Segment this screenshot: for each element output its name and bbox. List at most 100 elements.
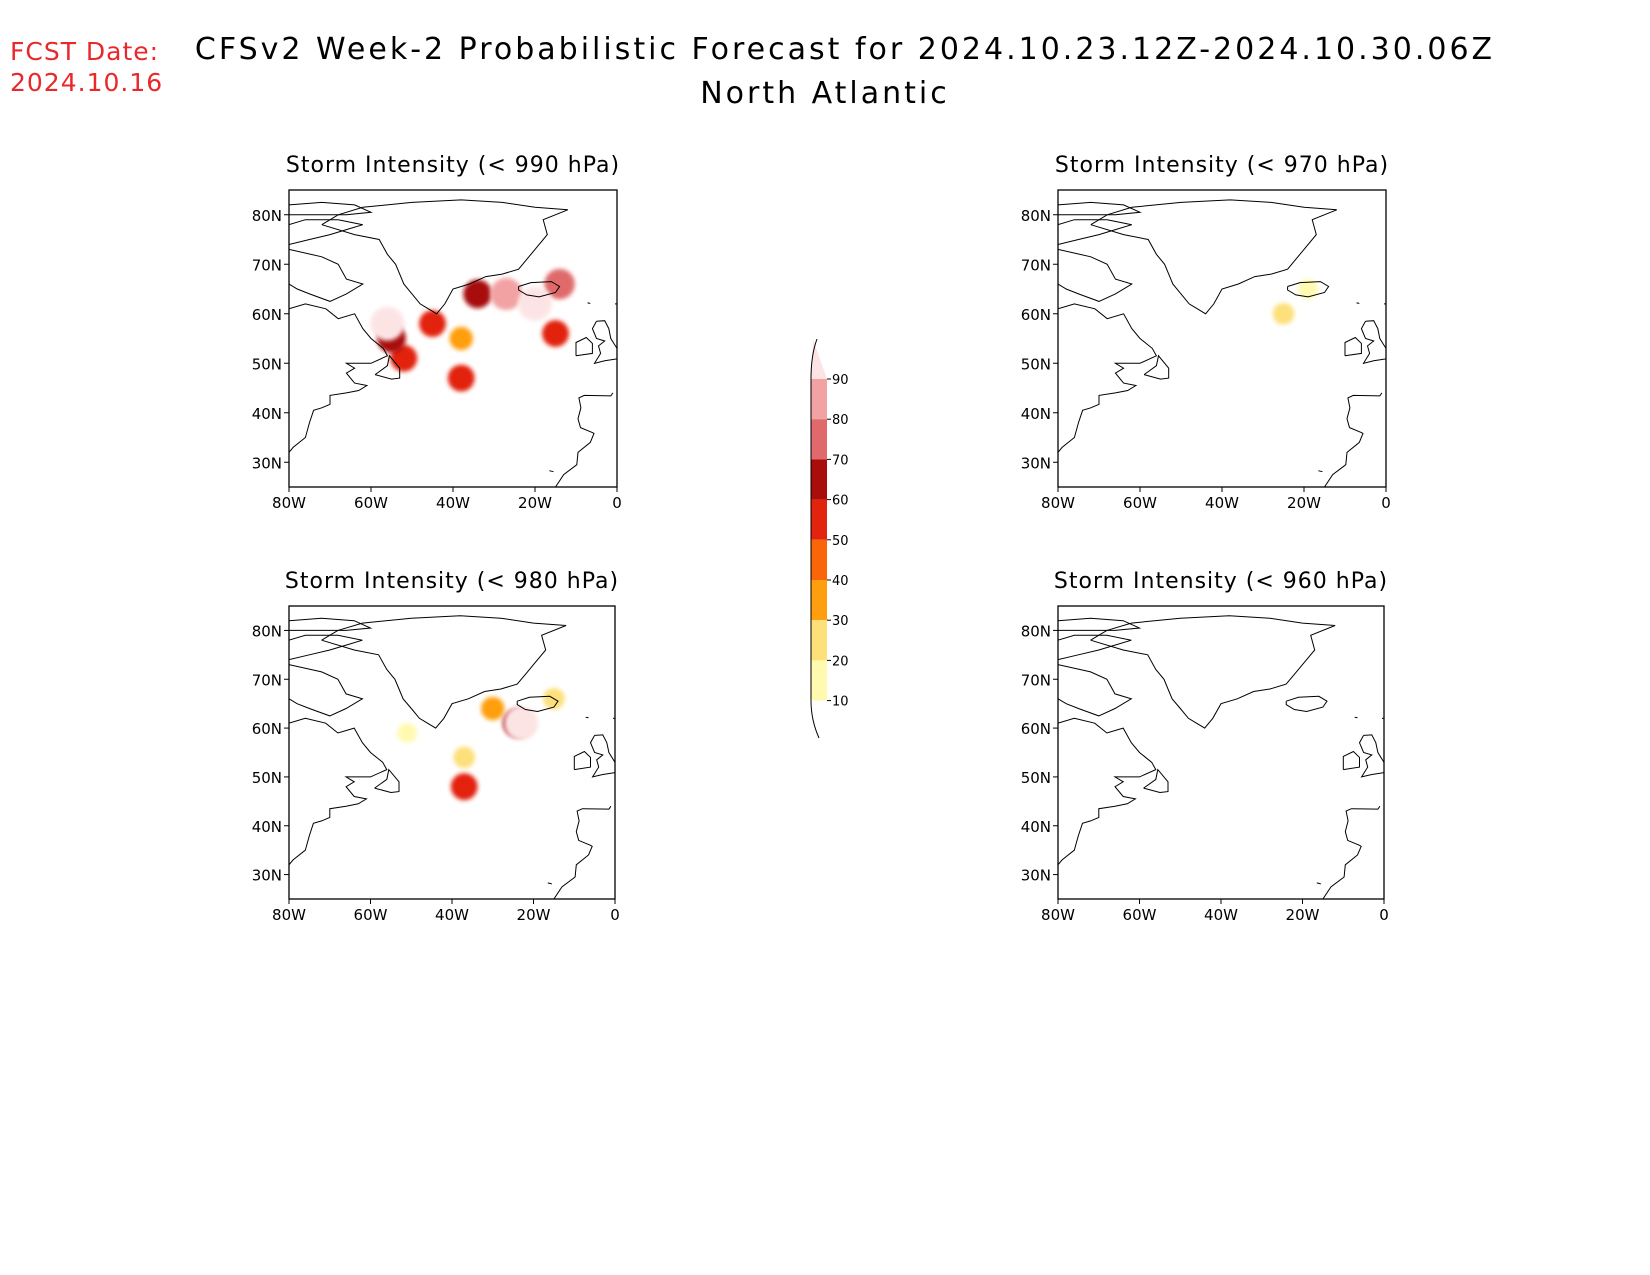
colorbar-label: 20 — [832, 654, 849, 669]
lat-tick-label: 60N — [1021, 720, 1051, 738]
probability-cell — [397, 723, 418, 743]
probability-cell — [449, 326, 473, 351]
panel-title: Storm Intensity (< 980 hPa) — [285, 569, 619, 594]
panel-title: Storm Intensity (< 970 hPa) — [1055, 153, 1389, 178]
forecast-date-block: FCST Date: 2024.10.16 — [10, 36, 163, 98]
lat-tick-label: 50N — [252, 769, 282, 787]
coastline — [374, 354, 401, 380]
map-panel-960: Storm Intensity (< 960 hPa) 80W 60W 40W 20W 0… — [1021, 569, 1389, 924]
lat-tick-label: 30N — [252, 454, 282, 472]
colorbar-label: 10 — [832, 695, 849, 710]
coastline — [1058, 303, 1158, 453]
colorbar-label: 70 — [832, 453, 849, 468]
colorbar-swatch — [811, 660, 827, 701]
coastline — [1318, 470, 1323, 473]
lon-tick-label: 0 — [1381, 494, 1391, 512]
coastline — [591, 320, 617, 365]
coastline — [321, 199, 568, 315]
coastline — [575, 336, 593, 357]
lat-tick-label: 50N — [1021, 769, 1051, 787]
probability-cell — [1272, 302, 1295, 325]
coastline — [587, 302, 591, 304]
lat-tick-label: 80N — [1021, 622, 1051, 640]
lat-tick-label: 70N — [252, 256, 282, 274]
map-frame — [1057, 189, 1387, 488]
lon-tick-label: 80W — [1041, 906, 1075, 924]
colorbar-swatch — [811, 379, 827, 420]
coastline — [1285, 695, 1328, 713]
colorbar-swatch — [811, 580, 827, 621]
lat-tick-label: 80N — [252, 207, 282, 225]
probability-cell — [542, 320, 569, 347]
coastline — [1322, 805, 1381, 899]
coastline — [1316, 882, 1321, 885]
lat-tick-label: 60N — [1021, 306, 1051, 324]
probability-cell — [447, 364, 475, 392]
panel-title: Storm Intensity (< 960 hPa) — [1054, 569, 1388, 594]
lon-tick-label: 60W — [354, 906, 388, 924]
coastline — [1090, 199, 1337, 315]
lat-tick-label: 70N — [1021, 671, 1051, 689]
coastline — [1143, 354, 1170, 380]
lat-tick-label: 30N — [1021, 454, 1051, 472]
coastline — [1358, 734, 1384, 778]
coastline — [585, 716, 589, 719]
lon-tick-label: 60W — [354, 494, 388, 512]
colorbar-label: 60 — [832, 494, 849, 509]
lon-tick-label: 80W — [272, 494, 306, 512]
coastline — [573, 750, 591, 771]
lon-tick-label: 0 — [612, 494, 622, 512]
coastline — [289, 219, 363, 245]
lon-tick-label: 40W — [435, 906, 469, 924]
probability-cell — [544, 268, 575, 300]
coastline — [518, 281, 561, 298]
map-area — [289, 615, 615, 899]
probability-cell — [1298, 279, 1318, 299]
coastline — [1058, 219, 1132, 245]
probability-cell — [419, 310, 446, 338]
colorbar-label: 50 — [832, 534, 849, 549]
panel-title: Storm Intensity (< 990 hPa) — [286, 153, 620, 178]
lat-tick-label: 30N — [1021, 867, 1051, 885]
lon-tick-label: 60W — [1123, 906, 1157, 924]
coastline — [1058, 717, 1157, 866]
coastline — [553, 805, 612, 899]
probability-cell — [450, 773, 478, 801]
coastline — [1354, 716, 1358, 719]
lat-tick-label: 70N — [252, 671, 282, 689]
coastline — [1090, 615, 1336, 729]
lat-tick-label: 60N — [252, 720, 282, 738]
lon-tick-label: 80W — [272, 906, 306, 924]
coastline — [549, 470, 554, 473]
coastline — [289, 717, 388, 866]
map-area — [289, 199, 617, 487]
coastline — [1058, 201, 1142, 216]
lon-tick-label: 60W — [1123, 494, 1157, 512]
page-title: CFSv2 Week-2 Probabilistic Forecast for … — [194, 32, 1496, 67]
colorbar-swatch — [811, 419, 827, 460]
lon-tick-label: 0 — [1379, 906, 1389, 924]
probability-cell — [370, 306, 405, 341]
forecast-date-value: 2024.10.16 — [10, 68, 164, 97]
coastline — [289, 303, 389, 453]
lat-tick-label: 30N — [252, 867, 282, 885]
probability-cell — [481, 696, 505, 721]
lon-tick-label: 20W — [517, 906, 551, 924]
lon-tick-label: 40W — [1204, 906, 1238, 924]
colorbar-label: 90 — [832, 373, 849, 388]
coastline — [1344, 336, 1362, 357]
colorbar: 90 80 70 60 50 40 30 20 10 — [810, 338, 849, 739]
coastline — [589, 734, 615, 778]
lat-tick-label: 80N — [252, 622, 282, 640]
lat-tick-label: 50N — [252, 355, 282, 373]
coastline — [1058, 664, 1133, 717]
colorbar-swatch — [811, 539, 827, 580]
lat-tick-label: 60N — [252, 306, 282, 324]
lon-tick-label: 20W — [1286, 906, 1320, 924]
colorbar-swatch — [811, 459, 827, 500]
lat-tick-label: 70N — [1021, 256, 1051, 274]
lon-tick-label: 40W — [1205, 494, 1239, 512]
coastline — [1143, 768, 1169, 794]
probability-cell — [453, 746, 476, 769]
